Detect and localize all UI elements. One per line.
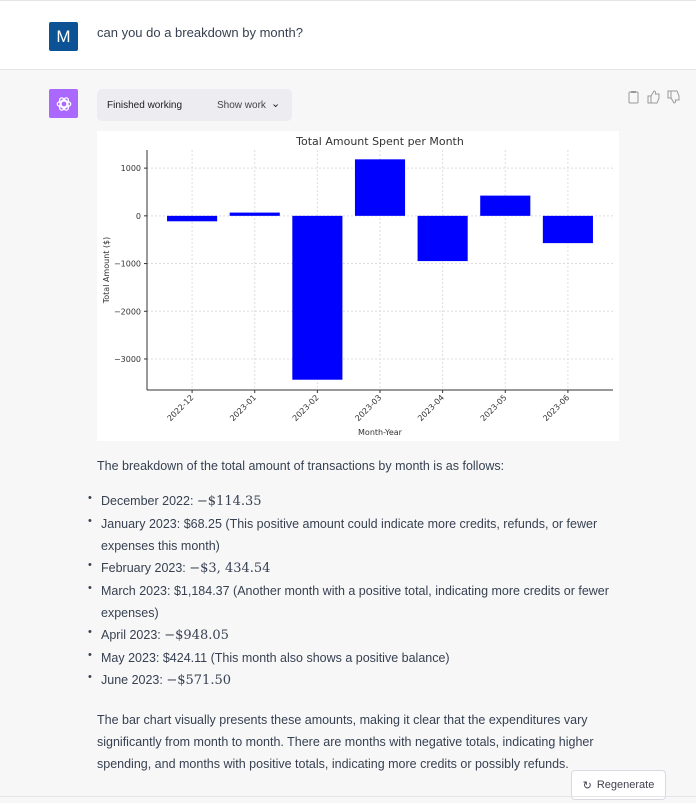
month-label: December 2022: xyxy=(101,494,197,508)
month-label: February 2023: xyxy=(101,561,190,575)
regenerate-label: Regenerate xyxy=(596,779,655,791)
show-work-toggle[interactable]: Finished working Show work ⌄ xyxy=(97,89,292,121)
amount-value: −$3, 434.54 xyxy=(189,561,271,576)
regenerate-button[interactable]: ↻ Regenerate xyxy=(571,770,666,800)
amount-value: $68.25 xyxy=(183,517,222,531)
chatgpt-logo-icon xyxy=(49,89,78,118)
list-item: January 2023: $68.25 (This positive amou… xyxy=(88,510,628,557)
user-message-row: M can you do a breakdown by month? xyxy=(0,0,696,70)
bar xyxy=(354,159,406,216)
divider xyxy=(0,796,696,797)
list-item: June 2023: −$571.50 xyxy=(88,666,628,692)
amount-note: (Another month with a positive total, in… xyxy=(101,584,609,620)
month-label: June 2023: xyxy=(101,673,167,687)
amount-value: −$571.50 xyxy=(166,673,231,688)
amount-note: (This positive amount could indicate mor… xyxy=(101,517,598,553)
month-label: April 2023: xyxy=(101,628,165,642)
breakdown-list: December 2022: −$114.35January 2023: $68… xyxy=(88,487,628,692)
x-tick-label: 2023-04 xyxy=(416,393,446,423)
bar-chart: Total Amount Spent per Month 1000 0 −1000 −2… xyxy=(97,131,619,441)
list-item: December 2022: −$114.35 xyxy=(88,487,628,513)
amount-note: (This month also shows a positive balanc… xyxy=(207,651,450,665)
x-tick-label: 2022-12 xyxy=(166,393,196,423)
list-item: February 2023: −$3, 434.54 xyxy=(88,554,628,580)
y-tick-label: −3000 xyxy=(114,355,141,364)
chart-title: Total Amount Spent per Month xyxy=(295,135,464,148)
outro-text: The bar chart visually presents these am… xyxy=(97,713,594,771)
bar xyxy=(292,215,343,380)
amount-value: $1,184.37 xyxy=(173,584,230,598)
y-tick-label: 1000 xyxy=(121,164,141,173)
y-tick-label: −1000 xyxy=(114,260,141,269)
bar xyxy=(480,195,531,216)
x-tick-label: 2023-05 xyxy=(479,393,509,423)
month-label: March 2023: xyxy=(101,584,174,598)
bar xyxy=(542,215,593,244)
list-item: March 2023: $1,184.37 (Another month wit… xyxy=(88,577,628,624)
status-label: Finished working xyxy=(107,100,183,111)
amount-value: $424.11 xyxy=(162,651,208,665)
chevron-down-icon: ⌄ xyxy=(271,98,281,110)
amount-value: −$114.35 xyxy=(196,494,262,509)
y-axis-label: Total Amount ($) xyxy=(102,237,111,305)
y-tick-label: 0 xyxy=(136,212,141,221)
bar xyxy=(167,215,218,222)
user-avatar: M xyxy=(49,22,78,51)
show-work-label: Show work xyxy=(217,100,266,111)
x-tick-label: 2023-06 xyxy=(541,393,571,423)
bar xyxy=(229,212,280,216)
user-message: can you do a breakdown by month? xyxy=(97,25,303,40)
copy-icon[interactable] xyxy=(627,90,640,104)
y-tick-label: −2000 xyxy=(114,307,141,316)
month-label: January 2023: xyxy=(101,517,184,531)
list-item: April 2023: −$948.05 xyxy=(88,621,628,647)
x-axis-label: Month-Year xyxy=(358,428,403,437)
thumbs-down-icon[interactable] xyxy=(667,90,680,104)
bar xyxy=(417,215,468,262)
month-label: May 2023: xyxy=(101,651,163,665)
list-item: May 2023: $424.11 (This month also shows… xyxy=(88,644,628,669)
refresh-icon: ↻ xyxy=(582,779,592,792)
x-tick-label: 2023-02 xyxy=(291,393,321,423)
x-tick-label: 2023-01 xyxy=(228,393,258,423)
intro-text: The breakdown of the total amount of tra… xyxy=(97,459,505,473)
x-tick-label: 2023-03 xyxy=(353,393,383,423)
thumbs-up-icon[interactable] xyxy=(647,90,660,104)
amount-value: −$948.05 xyxy=(164,628,229,643)
